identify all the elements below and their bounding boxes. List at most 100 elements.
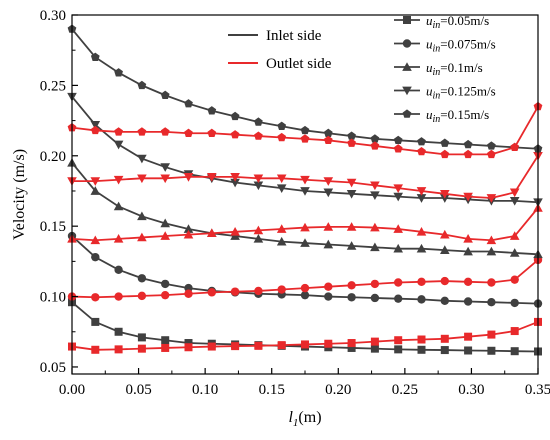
data-point <box>440 138 450 147</box>
legend-series-label: uin=0.15m/s <box>426 107 489 125</box>
data-point <box>370 181 380 191</box>
data-point <box>510 275 519 284</box>
data-point <box>416 194 427 203</box>
x-tick-label: 0.00 <box>59 382 85 398</box>
y-axis-label: Velocity (m/s) <box>11 149 28 240</box>
data-point <box>370 222 380 232</box>
data-point <box>487 141 496 150</box>
legend-series-marker <box>402 62 412 71</box>
legend-series-marker <box>402 86 412 96</box>
data-point <box>416 187 427 196</box>
data-point <box>277 285 286 294</box>
legend-side-entry: Inlet side <box>228 28 322 44</box>
y-tick-label: 0.10 <box>40 290 66 306</box>
data-point <box>300 175 310 185</box>
data-point <box>230 227 240 236</box>
data-point <box>161 290 170 300</box>
data-point <box>464 332 473 341</box>
data-point <box>463 297 473 306</box>
data-point <box>90 235 101 245</box>
data-point <box>114 345 123 354</box>
data-point <box>346 241 357 250</box>
legend-series-value: =0.05m/s <box>440 13 489 28</box>
data-point <box>347 343 356 352</box>
legend-series-var: u <box>426 107 433 122</box>
data-point <box>230 130 240 139</box>
data-point <box>440 189 450 199</box>
data-point <box>90 120 101 130</box>
data-point <box>463 149 473 159</box>
data-point <box>509 188 520 198</box>
data-point <box>300 238 310 247</box>
data-point <box>253 181 264 191</box>
data-point <box>486 194 497 203</box>
data-point <box>370 293 380 303</box>
legend-series-value: =0.075m/s <box>440 37 495 52</box>
data-point <box>207 128 217 137</box>
data-point <box>114 327 123 336</box>
data-point <box>254 131 263 140</box>
data-point <box>207 342 216 351</box>
data-point <box>487 149 496 159</box>
data-point <box>300 187 310 196</box>
data-point <box>91 252 100 262</box>
legend-series-sub: in <box>433 20 441 31</box>
y-tick-label: 0.25 <box>40 78 66 94</box>
data-point <box>230 173 240 182</box>
data-point <box>323 135 333 145</box>
data-point <box>487 278 496 287</box>
data-point <box>370 344 379 353</box>
series-outlet-0.05 <box>68 317 542 354</box>
data-point <box>113 201 124 211</box>
legend-series-entry: uin=0.1m/s <box>394 60 483 78</box>
data-point <box>160 127 170 136</box>
data-point <box>487 346 496 355</box>
data-point <box>324 282 333 291</box>
data-point <box>323 239 334 249</box>
data-point <box>277 341 286 350</box>
series-inlet-0.075 <box>67 231 543 308</box>
data-point <box>347 138 356 147</box>
legend-series-label: uin=0.05m/s <box>426 13 489 31</box>
data-point <box>276 236 287 246</box>
data-point <box>160 174 170 184</box>
data-point <box>463 192 473 202</box>
data-point <box>417 345 426 354</box>
x-tick-label: 0.10 <box>192 382 218 398</box>
data-point <box>416 243 427 253</box>
data-point <box>137 154 147 164</box>
data-point <box>277 132 287 142</box>
series-outlet-0.075 <box>67 255 543 302</box>
legend-side-label: Outlet side <box>266 56 332 72</box>
data-point <box>276 224 287 233</box>
data-point <box>137 291 147 301</box>
legend-series-marker <box>402 39 412 48</box>
data-point <box>184 99 193 108</box>
data-point <box>300 222 310 232</box>
data-point <box>440 346 449 355</box>
data-point <box>323 188 334 198</box>
data-point <box>114 292 123 301</box>
data-point <box>277 121 287 130</box>
legend-series-entry: uin=0.075m/s <box>394 37 496 55</box>
data-point <box>324 339 333 348</box>
data-point <box>394 345 403 354</box>
legend-series-value: =0.125m/s <box>440 84 495 99</box>
data-point <box>347 293 356 302</box>
data-point <box>509 231 520 240</box>
data-point <box>440 296 449 305</box>
data-point <box>160 231 170 240</box>
data-point <box>347 281 356 290</box>
data-point <box>230 111 240 121</box>
data-point <box>300 283 310 293</box>
data-point <box>370 134 380 143</box>
data-point <box>184 339 193 348</box>
data-point <box>440 276 449 286</box>
data-point <box>183 229 194 239</box>
legend-series-var: u <box>426 84 433 99</box>
legend-series-entry: uin=0.15m/s <box>394 107 489 125</box>
legend-series-var: u <box>426 60 433 75</box>
legend-series-sub: in <box>433 67 441 78</box>
data-point <box>510 142 520 152</box>
